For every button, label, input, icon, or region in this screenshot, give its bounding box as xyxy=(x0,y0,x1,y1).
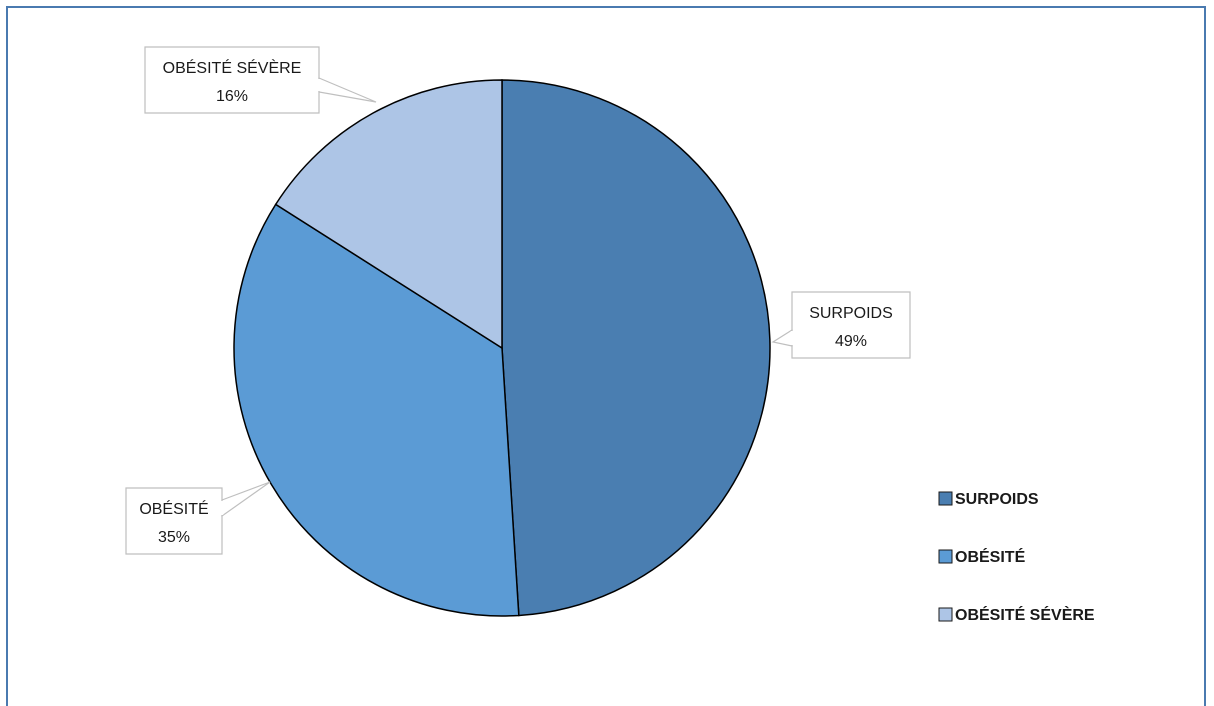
legend-label: OBÉSITÉ xyxy=(955,547,1026,566)
callout-box xyxy=(125,487,223,555)
callout-pointer xyxy=(318,77,377,103)
legend-entry-obesite-severe: OBÉSITÉ SÉVÈRE xyxy=(938,605,1095,624)
callout-percent-label: 16% xyxy=(216,88,248,105)
callout-obesite: OBÉSITÉ 35% xyxy=(125,481,271,555)
chart-frame xyxy=(6,6,1206,706)
callout-percent-label: 49% xyxy=(835,333,867,350)
legend-entry-obesite: OBÉSITÉ xyxy=(938,547,1026,566)
legend: SURPOIDS OBÉSITÉ OBÉSITÉ SÉVÈRE xyxy=(938,491,1095,624)
pie-slice-surpoids xyxy=(501,79,771,617)
data-label-callouts: SURPOIDS 49% OBÉSITÉ 35% OBÉSITÉ SÉVÈRE 16% xyxy=(125,46,911,555)
callout-box xyxy=(144,46,320,114)
callout-category-label: OBÉSITÉ SÉVÈRE xyxy=(163,58,302,77)
callout-pointer xyxy=(221,481,271,518)
callout-percent-label: 35% xyxy=(158,529,190,546)
legend-swatch xyxy=(938,549,953,564)
legend-swatch xyxy=(938,607,953,622)
legend-entry-surpoids: SURPOIDS xyxy=(938,491,1039,508)
callout-category-label: OBÉSITÉ xyxy=(139,499,208,518)
pie-slice-obesite xyxy=(233,203,520,617)
callout-pointer xyxy=(771,328,793,347)
callout-obesite-severe: OBÉSITÉ SÉVÈRE 16% xyxy=(144,46,377,114)
callout-surpoids: SURPOIDS 49% xyxy=(771,291,911,359)
legend-label: SURPOIDS xyxy=(955,491,1039,508)
pie-chart: SURPOIDS 49% OBÉSITÉ 35% OBÉSITÉ SÉVÈRE 16% S… xyxy=(125,46,1095,624)
pie-slices xyxy=(233,79,771,617)
pie-slice-obesite-severe xyxy=(274,79,503,350)
legend-swatch xyxy=(938,491,953,506)
legend-label: OBÉSITÉ SÉVÈRE xyxy=(955,605,1095,624)
callout-category-label: SURPOIDS xyxy=(809,305,893,322)
